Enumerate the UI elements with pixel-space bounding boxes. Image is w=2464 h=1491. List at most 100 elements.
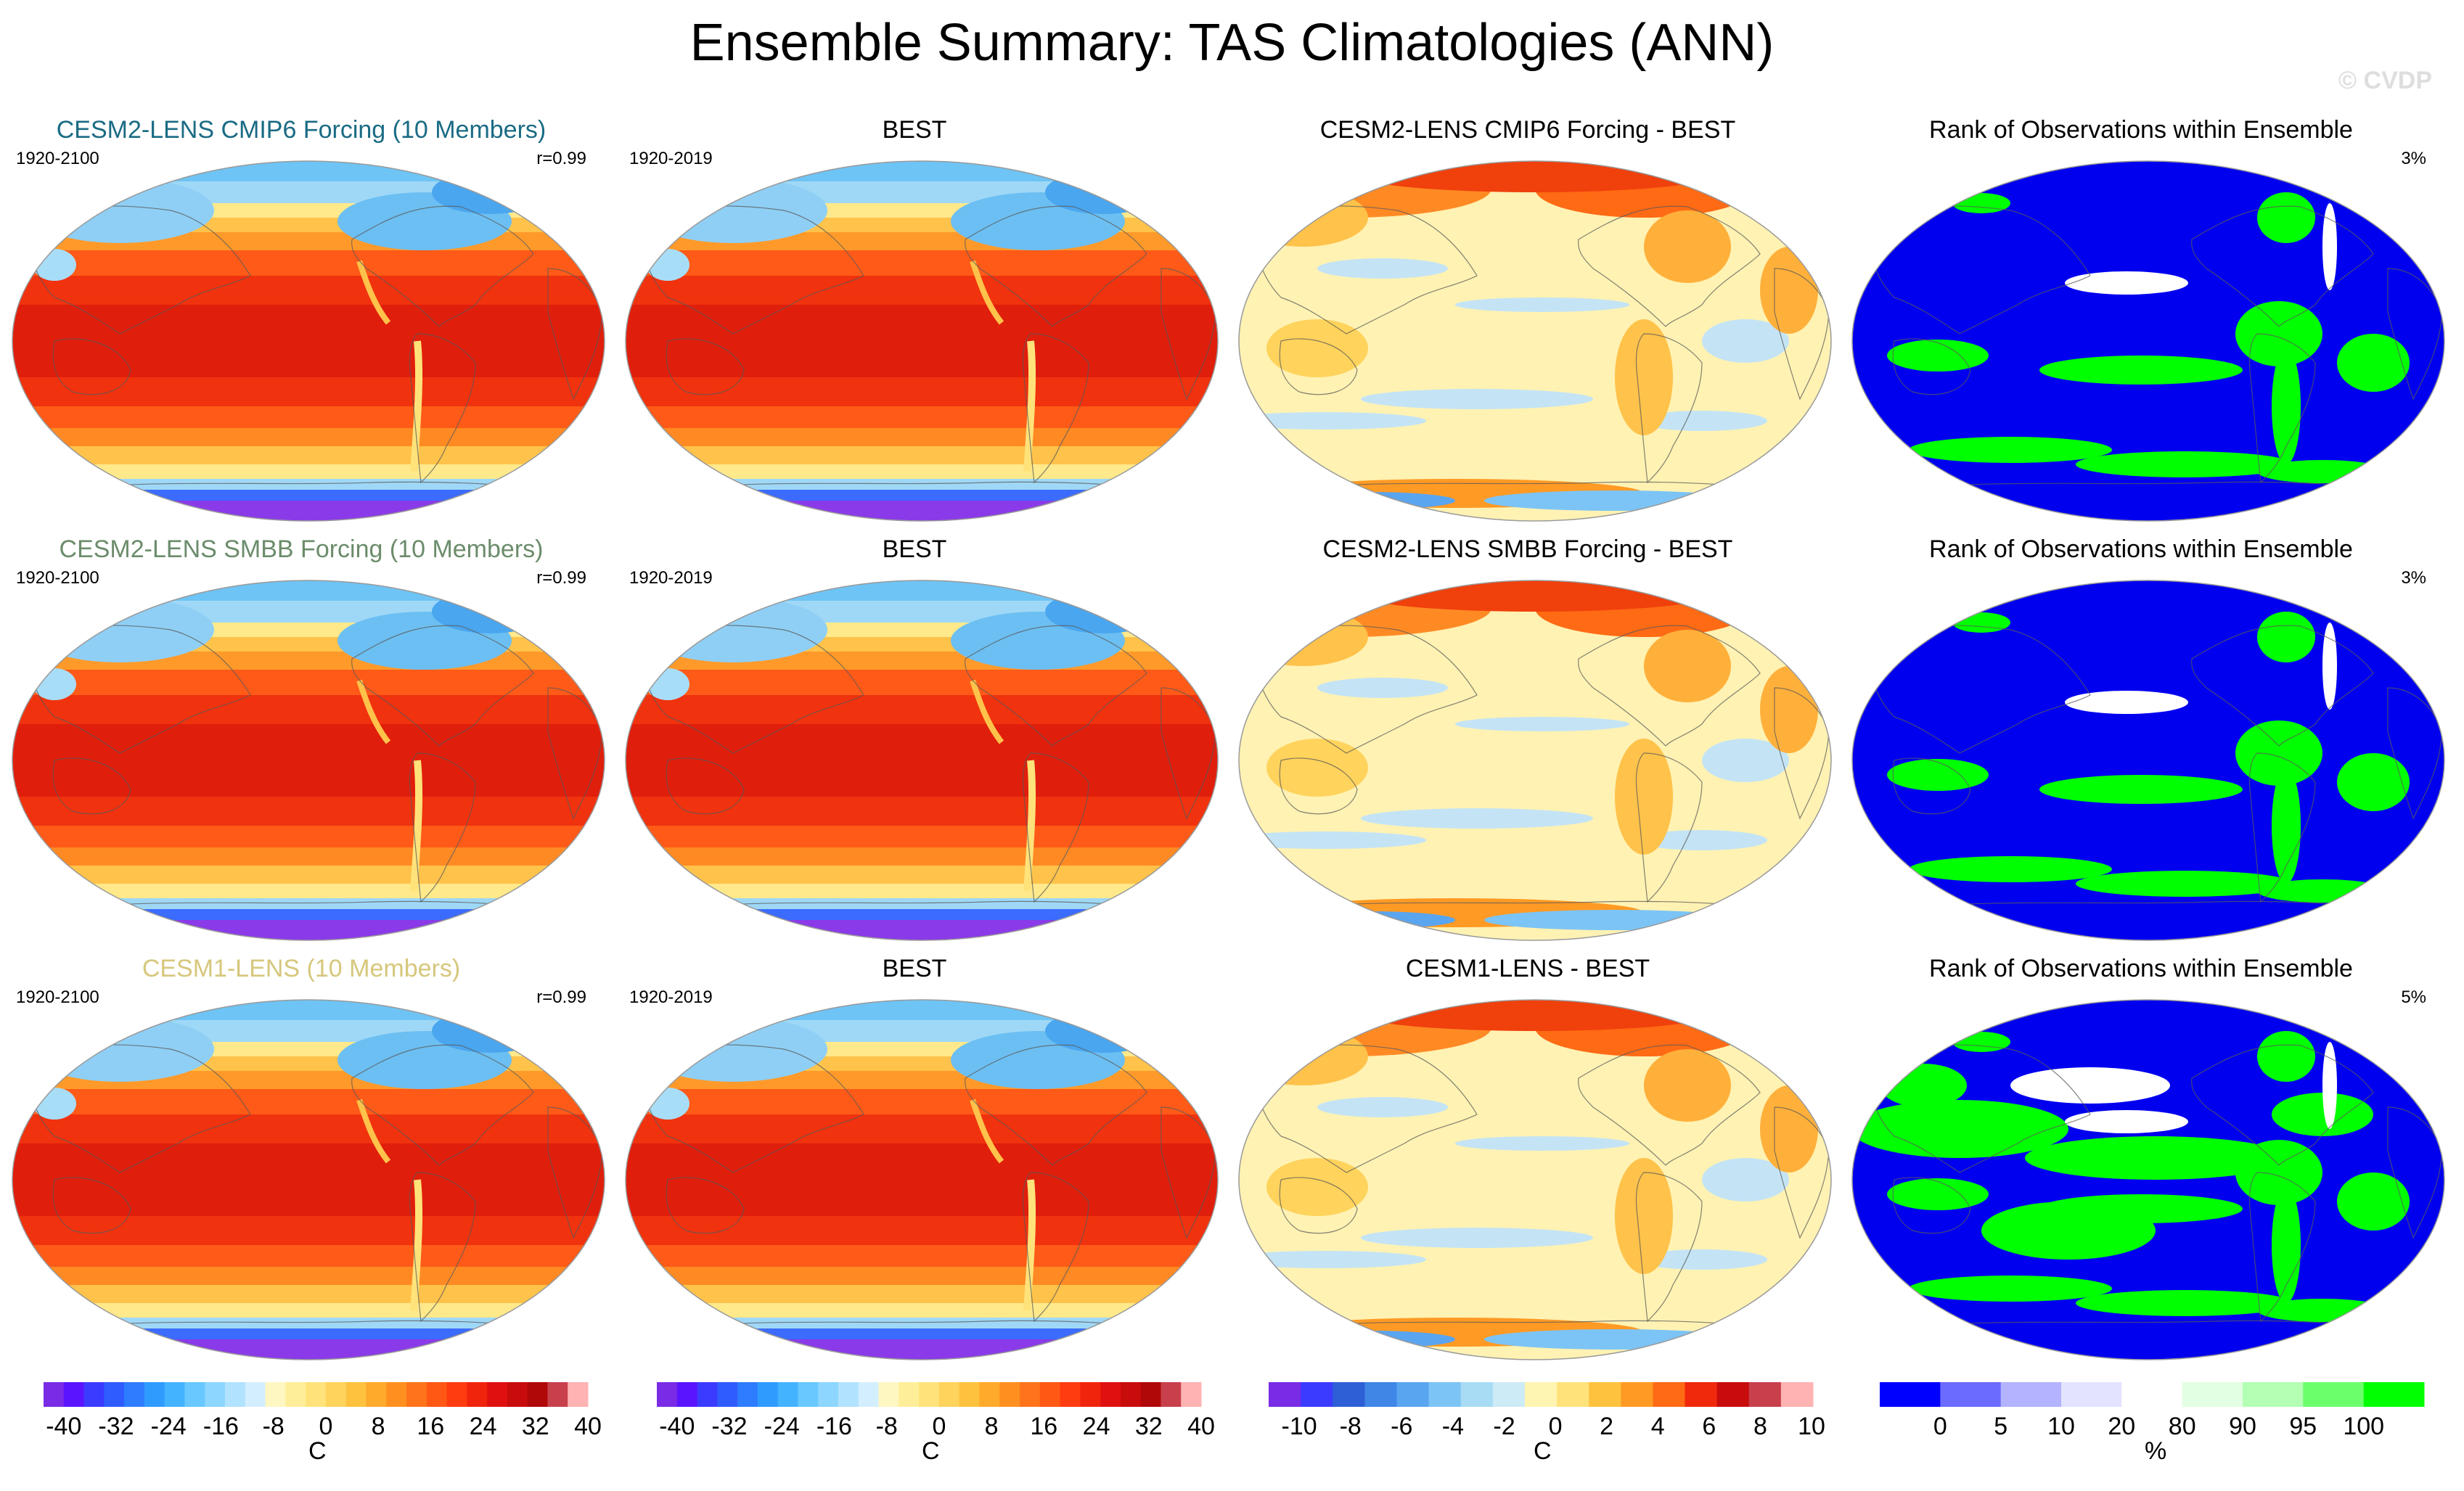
rank-extra-high-region-3 — [1880, 1064, 1967, 1107]
coastline-2 — [965, 625, 1147, 747]
temp-band-1 — [12, 181, 605, 203]
diff-anomaly-3 — [1644, 210, 1731, 283]
panel-title: CESM2-LENS CMIP6 Forcing (10 Members) — [56, 116, 547, 144]
colorbar-tick-label: 16 — [417, 1413, 444, 1440]
temp-band-6 — [12, 276, 605, 305]
coastline-2 — [1578, 205, 1761, 327]
rank-high-region-5 — [2076, 451, 2293, 477]
temp-band-8 — [626, 797, 1218, 826]
colorbar-swatch — [345, 1382, 367, 1407]
panel-row3-obs: BEST 1920-2019 — [613, 955, 1219, 1361]
coastline-3 — [1635, 752, 1703, 903]
rank-high-region-7 — [2257, 612, 2315, 662]
rank-mid-region-coast — [2322, 203, 2337, 290]
colorbar-svg: -10 -8 -6 -4 -2 0 2 4 6 8 10 — [1269, 1382, 1825, 1440]
colorbar-swatch — [979, 1382, 1000, 1407]
colorbar-swatch — [306, 1382, 327, 1407]
colorbar-tick-label: 8 — [985, 1413, 999, 1440]
temp-band-7 — [626, 724, 1218, 797]
panel-row2-model: CESM2-LENS SMBB Forcing (10 Members) 1920… — [0, 535, 605, 942]
diff-anomaly-11 — [1615, 739, 1673, 855]
colorbar-svg: 0 5 10 20 80 90 95 100 — [1880, 1382, 2425, 1440]
coastline-1 — [1892, 757, 1971, 815]
siberia-cold — [639, 1016, 827, 1082]
globe-map — [625, 160, 1219, 522]
watermark: © CVDP — [2338, 67, 2432, 94]
temp-band-15 — [626, 920, 1218, 940]
andes-cool — [1023, 760, 1036, 892]
colorbar-swatch — [1940, 1382, 2002, 1407]
colorbar-swatch — [446, 1382, 467, 1407]
temp-band-14 — [12, 490, 605, 501]
colorbar-swatch — [547, 1382, 568, 1407]
colorbar-swatch — [1120, 1382, 1142, 1407]
rank-high-region-7 — [2257, 192, 2315, 243]
colorbar-swatch — [1364, 1382, 1397, 1407]
colorbar-swatch — [1333, 1382, 1365, 1407]
colorbar-tick-label: 40 — [574, 1413, 602, 1440]
map-outline — [12, 999, 605, 1360]
rockies-cool — [970, 260, 1004, 325]
temp-band-10 — [12, 847, 605, 866]
temp-band-12 — [12, 1303, 605, 1318]
andes-cool — [410, 760, 423, 892]
colorbar-tick-label: 0 — [932, 1413, 946, 1440]
map-outline — [1238, 160, 1832, 522]
diff-anomaly-3 — [1644, 630, 1731, 702]
temp-band-10 — [12, 1267, 605, 1285]
diff-anomaly-10 — [1637, 830, 1767, 850]
globe-map — [12, 999, 605, 1360]
rank-high-region-9 — [1952, 193, 2010, 213]
diff-anomaly-14 — [1484, 1329, 1745, 1350]
colorbar-swatch — [2061, 1382, 2122, 1407]
rank-high-region-7 — [2257, 1031, 2315, 1082]
diff-anomaly-7 — [1361, 1228, 1593, 1248]
coastline-0 — [1251, 205, 1478, 334]
map-outline — [625, 999, 1219, 1360]
diff-anomaly-12 — [1266, 319, 1368, 377]
colorbar-swatch — [798, 1382, 819, 1407]
coastline-2 — [351, 1044, 534, 1166]
temp-band-14 — [626, 490, 1218, 501]
temp-band-9 — [626, 406, 1218, 428]
colorbar-swatch — [426, 1382, 448, 1407]
map-outline — [12, 580, 605, 941]
map-outline — [1851, 580, 2445, 941]
rank-mid-region-coast — [2322, 1042, 2337, 1129]
colorbar-swatch — [2243, 1382, 2304, 1407]
colorbar-swatch — [205, 1382, 226, 1407]
main-title: Ensemble Summary: TAS Climatologies (ANN… — [689, 14, 1775, 72]
rank-high-region-8 — [2359, 1027, 2417, 1056]
colorbar-swatch — [676, 1382, 698, 1407]
coastline-0 — [1251, 625, 1478, 754]
panel-row1-obs: BEST 1920-2019 — [613, 116, 1219, 522]
diff-anomaly-11 — [1615, 1158, 1673, 1274]
temp-band-10 — [626, 1267, 1218, 1285]
colorbar-tick-label: 6 — [1702, 1413, 1716, 1440]
rank-high-region-0 — [1887, 759, 1989, 791]
coastline-0 — [638, 205, 864, 334]
rockies-cool — [356, 1098, 391, 1164]
coastline-0 — [25, 1044, 251, 1173]
colorbar-tick-label: 2 — [1600, 1413, 1613, 1440]
colorbar-swatch — [1589, 1382, 1621, 1407]
panel-title: CESM1-LENS (10 Members) — [142, 955, 461, 982]
colorbar-swatch — [858, 1382, 880, 1407]
temp-band-14 — [12, 909, 605, 920]
map-outline — [1238, 999, 1832, 1360]
map-outline — [625, 580, 1219, 941]
colorbar-swatch — [2182, 1382, 2243, 1407]
andes-cool — [410, 1179, 423, 1311]
colorbar-tick-label: 0 — [1549, 1413, 1563, 1440]
globe-map — [1851, 160, 2445, 522]
coastline-3 — [2248, 1172, 2316, 1323]
temp-band-8 — [12, 1216, 605, 1245]
rank-high-region-9 — [1952, 1032, 2010, 1052]
colorbar-3: -10 -8 -6 -4 -2 0 2 4 6 8 10 C — [1269, 1382, 1878, 1491]
colorbar-swatch — [366, 1382, 387, 1407]
colorbar-swatch — [225, 1382, 246, 1407]
colorbar-swatch — [406, 1382, 427, 1407]
diff-anomaly-16 — [1760, 666, 1818, 753]
temp-band-11 — [12, 866, 605, 884]
colorbar-tick-label: -24 — [151, 1413, 187, 1440]
